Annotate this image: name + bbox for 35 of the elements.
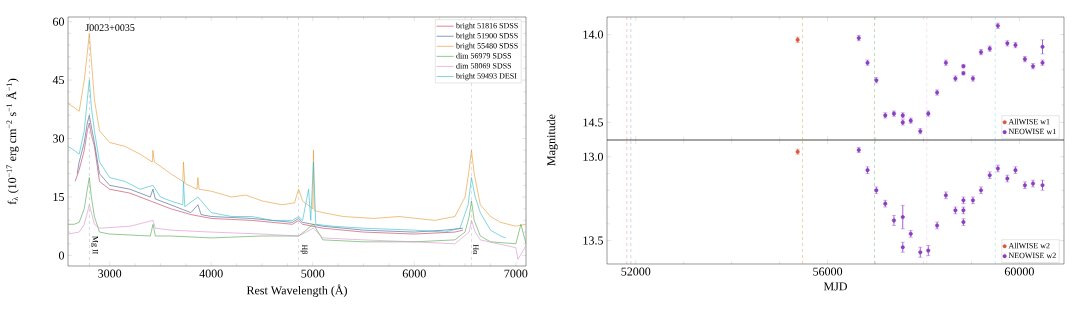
annotation: J0023+0035 (85, 24, 135, 32)
x-tick-label: 56000 (813, 267, 843, 276)
legend-label: NEOWISE w1 (1008, 128, 1056, 135)
legend-label: AllWISE w2 (1008, 242, 1050, 249)
x-tick-label: 52000 (621, 267, 651, 276)
y-tick-label: 14.0 (583, 30, 603, 39)
x-tick-label: 3000 (98, 269, 122, 278)
legend-label: AllWISE w1 (1008, 118, 1050, 125)
y-tick-label: 45 (52, 76, 65, 85)
x-tick-label: 6000 (402, 269, 426, 278)
legend-label: bright 55480 SDSS (455, 42, 518, 51)
ref-line-label: Hα (473, 244, 479, 255)
legend-label: bright 51900 SDSS (455, 32, 518, 41)
legend-label: bright 59493 DESI (455, 72, 517, 81)
y-tick-label: 0 (58, 251, 65, 260)
x-tick-label: 7000 (504, 269, 528, 278)
legend-label: dim 58069 SDSS (456, 62, 512, 69)
y-tick-label: 30 (53, 134, 65, 143)
y-axis-title: Magnitude (546, 114, 558, 166)
y-tick-label: 13.5 (583, 236, 604, 245)
y-tick-label: 15 (53, 193, 65, 202)
x-tick-label: 5000 (301, 269, 325, 278)
legend-label: NEOWISE w2 (1008, 252, 1056, 259)
text: f$_{λ}$ (10$^{−17}$ erg cm$^{−2}$ s$^{−1}$ Å$^{−1}$) (6, 78, 19, 205)
legend-label: dim 56979 SDSS (456, 52, 512, 59)
ref-line-label: Hβ (300, 244, 308, 254)
x-axis-title: Rest Wavelength (Å) (246, 284, 347, 297)
x-axis-title: MJD (823, 282, 848, 291)
x-tick-label: 4000 (199, 269, 223, 278)
ref-line-label: Mg II (91, 236, 99, 255)
x-tick-label: 60000 (1004, 267, 1034, 276)
y-tick-label: 14.5 (583, 118, 603, 127)
y-tick-label: 60 (53, 17, 65, 26)
y-tick-label: 13.0 (583, 152, 604, 161)
legend-label: bright 51816 SDSS (455, 22, 518, 30)
